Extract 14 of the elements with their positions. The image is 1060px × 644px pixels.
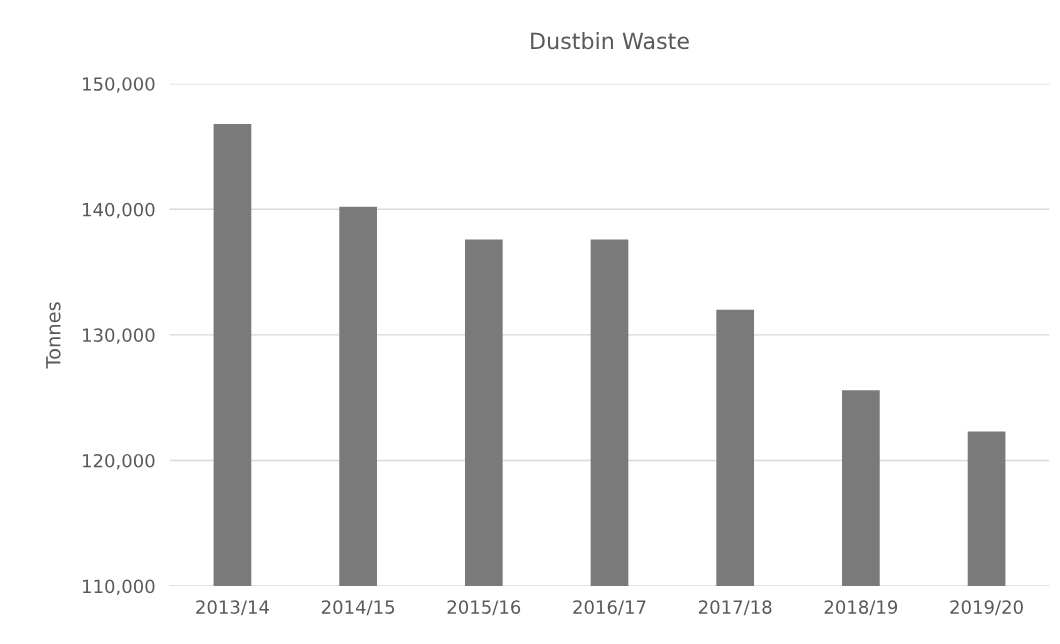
x-tick-label: 2015/16 <box>447 600 521 616</box>
y-tick-label: 120,000 <box>83 453 155 470</box>
x-tick-label: 2018/19 <box>824 600 898 616</box>
x-tick-label: 2016/17 <box>573 600 646 616</box>
chart-title: Dustbin Waste <box>531 32 689 50</box>
y-tick-label: 130,000 <box>83 328 155 344</box>
x-tick-label: 2017/18 <box>699 600 772 616</box>
x-tick-label: 2014/15 <box>321 600 395 616</box>
x-tick-label: 2013/14 <box>196 600 269 616</box>
y-tick-label: 110,000 <box>83 579 155 595</box>
x-tick-label: 2019/20 <box>950 600 1023 616</box>
y-tick-label: 150,000 <box>83 77 155 93</box>
y-axis-title: Tonnes <box>46 302 61 369</box>
y-tick-label: 140,000 <box>83 202 155 219</box>
